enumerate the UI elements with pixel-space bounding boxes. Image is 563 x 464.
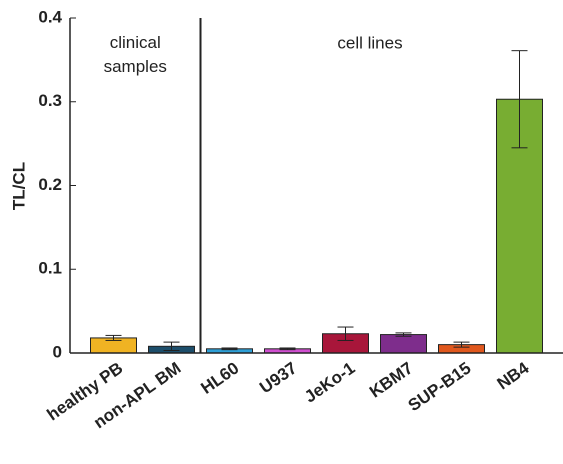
y-tick-label: 0.3 — [38, 91, 62, 110]
y-axis-label: TL/CL — [9, 162, 28, 210]
error-bar — [163, 341, 180, 351]
x-tick-label: U937 — [256, 358, 300, 397]
x-tick-label: KBM7 — [366, 358, 416, 401]
x-tick-label: NB4 — [494, 358, 533, 393]
y-tick-label: 0.2 — [38, 175, 62, 194]
y-tick-label: 0 — [53, 342, 62, 361]
annotation: clinical samples — [104, 33, 167, 76]
error-bar — [395, 332, 412, 337]
x-tick-label: SUP-B15 — [405, 358, 475, 415]
y-tick-label: 0.1 — [38, 259, 62, 278]
annotation: cell lines — [337, 33, 402, 52]
error-bar — [337, 326, 354, 341]
x-tick-label: HL60 — [197, 358, 242, 397]
error-bar — [221, 347, 238, 351]
error-bar — [453, 341, 470, 348]
x-tick-label: JeKo-1 — [301, 358, 358, 406]
bar — [380, 334, 427, 354]
y-tick-label: 0.4 — [38, 7, 62, 26]
error-bar — [511, 50, 528, 149]
error-bar — [105, 334, 122, 341]
error-bar — [279, 347, 296, 351]
